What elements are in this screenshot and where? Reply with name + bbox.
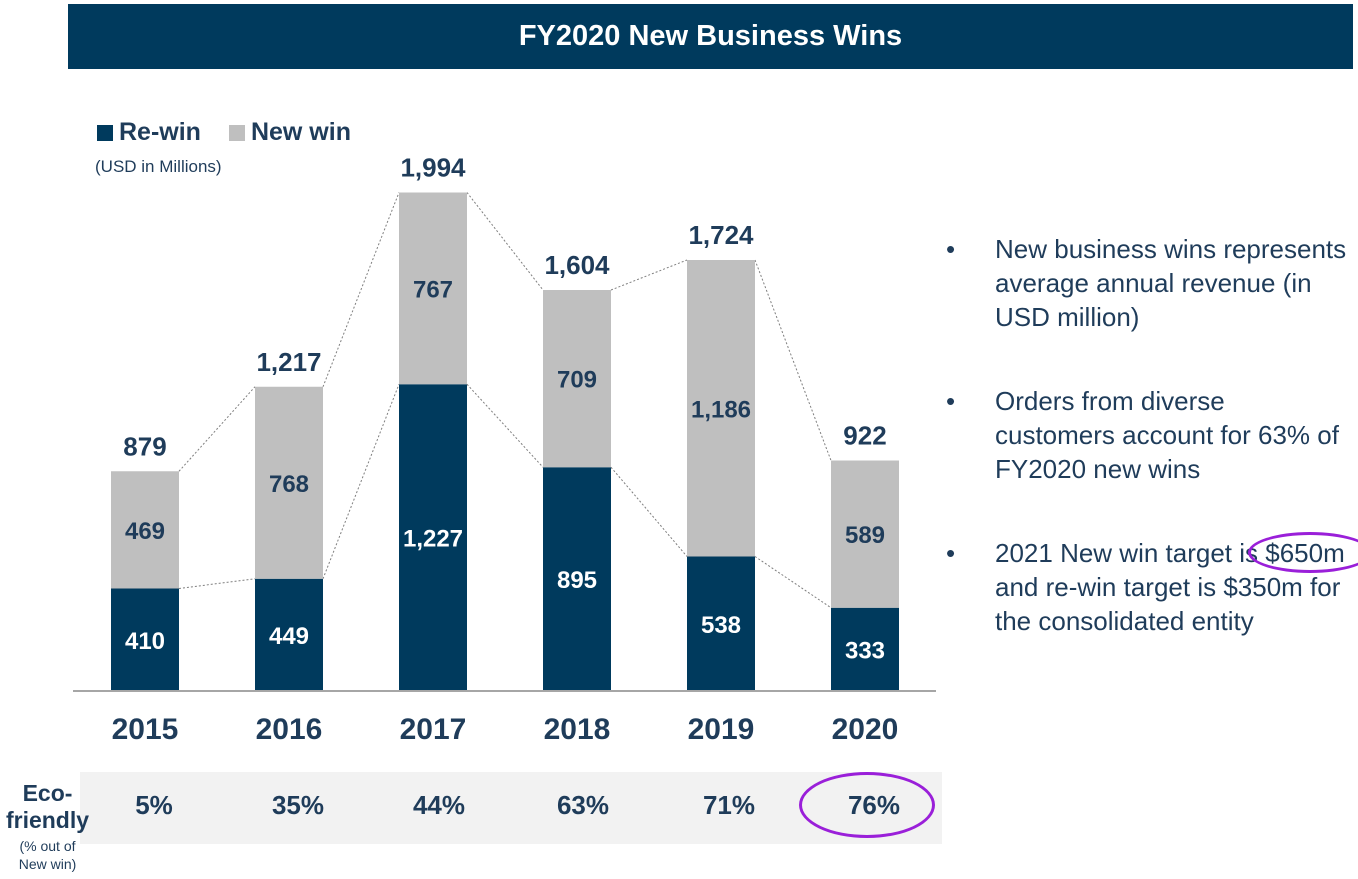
label-total-2016: 1,217 (256, 347, 321, 377)
bar-newwin-2018 (543, 290, 611, 468)
x-tick-2017: 2017 (400, 713, 467, 746)
bullet-item-1: • New business wins represents average a… (946, 232, 1351, 334)
bullet-dot-icon: • (946, 234, 956, 264)
legend-label-newwin: New win (250, 118, 351, 146)
legend-swatch-newwin (228, 124, 245, 141)
x-tick-2019: 2019 (688, 713, 755, 746)
bar-rewin-2016 (255, 578, 323, 691)
bar-rewin-2017 (399, 384, 467, 691)
connector-total-3 (610, 259, 688, 291)
bullet-list: • New business wins represents average a… (946, 232, 1358, 688)
bar-rewin-2015 (111, 588, 179, 691)
eco-friendly-label: Eco- friendly (% out of New win) (0, 780, 95, 873)
x-tick-2016: 2016 (256, 713, 323, 746)
label-newwin-2017: 767 (413, 276, 453, 303)
bar-newwin-2020 (831, 460, 899, 608)
bullet-text-3-post: and re-win target is $350m for the conso… (995, 572, 1341, 636)
title-bar: FY2020 New Business Wins (68, 4, 1353, 69)
connector-rewin-1 (322, 384, 400, 579)
eco-value-2016: 35% (271, 790, 325, 820)
legend-swatch-rewin (97, 124, 113, 141)
connector-total-4 (754, 259, 832, 461)
label-total-2015: 879 (123, 431, 166, 461)
label-newwin-2018: 709 (557, 367, 597, 394)
label-total-2018: 1,604 (544, 250, 610, 280)
label-total-2020: 922 (843, 421, 886, 451)
label-rewin-2018: 895 (557, 567, 597, 594)
label-rewin-2017: 1,227 (403, 526, 463, 553)
bullet-item-2: • Orders from diverse customers account … (946, 384, 1351, 486)
bar-newwin-2015 (111, 471, 179, 589)
label-total-2017: 1,994 (400, 153, 466, 183)
eco-value-2015: 5% (135, 790, 173, 820)
bullet-dot-icon: • (946, 538, 956, 568)
connector-total-2 (466, 192, 544, 291)
bar-rewin-2019 (687, 556, 755, 691)
x-tick-2018: 2018 (544, 713, 611, 746)
units-label: (USD in Millions) (95, 157, 222, 176)
bar-newwin-2017 (399, 192, 467, 385)
bullet-text-3-pre: 2021 New win target is (995, 538, 1266, 568)
eco-sub-line2: New win) (18, 856, 77, 872)
eco-highlight-circle (799, 772, 935, 838)
eco-value-2018: 63% (556, 790, 610, 820)
eco-label-sub: (% out of New win) (0, 837, 95, 873)
eco-sub-line1: (% out of (19, 838, 76, 854)
connector-total-1 (322, 192, 400, 387)
connector-rewin-2 (466, 383, 544, 468)
label-newwin-2016: 768 (269, 471, 309, 498)
label-rewin-2015: 410 (125, 628, 165, 655)
chart-legend: Re-win New win (97, 118, 379, 147)
eco-label-line2: friendly (5, 807, 90, 833)
connector-rewin-0 (178, 578, 256, 589)
bullet-dot-icon: • (946, 386, 956, 416)
bullet-text-2: Orders from diverse customers account fo… (995, 386, 1339, 484)
eco-value-2017: 44% (412, 790, 466, 820)
eco-label-line1: Eco- (22, 780, 73, 806)
x-tick-2020: 2020 (832, 713, 899, 746)
label-rewin-2019: 538 (701, 612, 741, 639)
legend-item-newwin: New win (228, 118, 351, 147)
bullet-item-3: • 2021 New win target is $650m and re-wi… (946, 532, 1358, 638)
label-newwin-2019: 1,186 (691, 396, 751, 423)
label-rewin-2020: 333 (845, 637, 885, 664)
label-total-2019: 1,724 (688, 220, 754, 250)
connector-total-0 (178, 386, 256, 472)
label-newwin-2020: 589 (845, 522, 885, 549)
bullet-text-1: New business wins represents average ann… (995, 234, 1347, 332)
page-title: FY2020 New Business Wins (518, 20, 903, 52)
bar-rewin-2020 (831, 607, 899, 691)
legend-label-rewin: Re-win (119, 118, 201, 146)
legend-item-rewin: Re-win (97, 118, 201, 147)
bar-newwin-2019 (687, 260, 755, 557)
bullet-text-3: 2021 New win target is $650m and re-win … (995, 532, 1358, 638)
x-tick-2015: 2015 (112, 713, 179, 746)
highlighted-target: $650m (1248, 532, 1358, 573)
bar-newwin-2016 (255, 386, 323, 579)
bar-rewin-2018 (543, 467, 611, 691)
label-rewin-2016: 449 (269, 623, 309, 650)
label-newwin-2015: 469 (125, 518, 165, 545)
highlight-circle (1248, 532, 1358, 573)
eco-row-background (80, 772, 942, 844)
eco-label-main: Eco- friendly (0, 780, 95, 834)
eco-value-2019: 71% (702, 790, 756, 820)
connector-rewin-3 (610, 466, 688, 557)
connector-rewin-4 (754, 556, 832, 609)
